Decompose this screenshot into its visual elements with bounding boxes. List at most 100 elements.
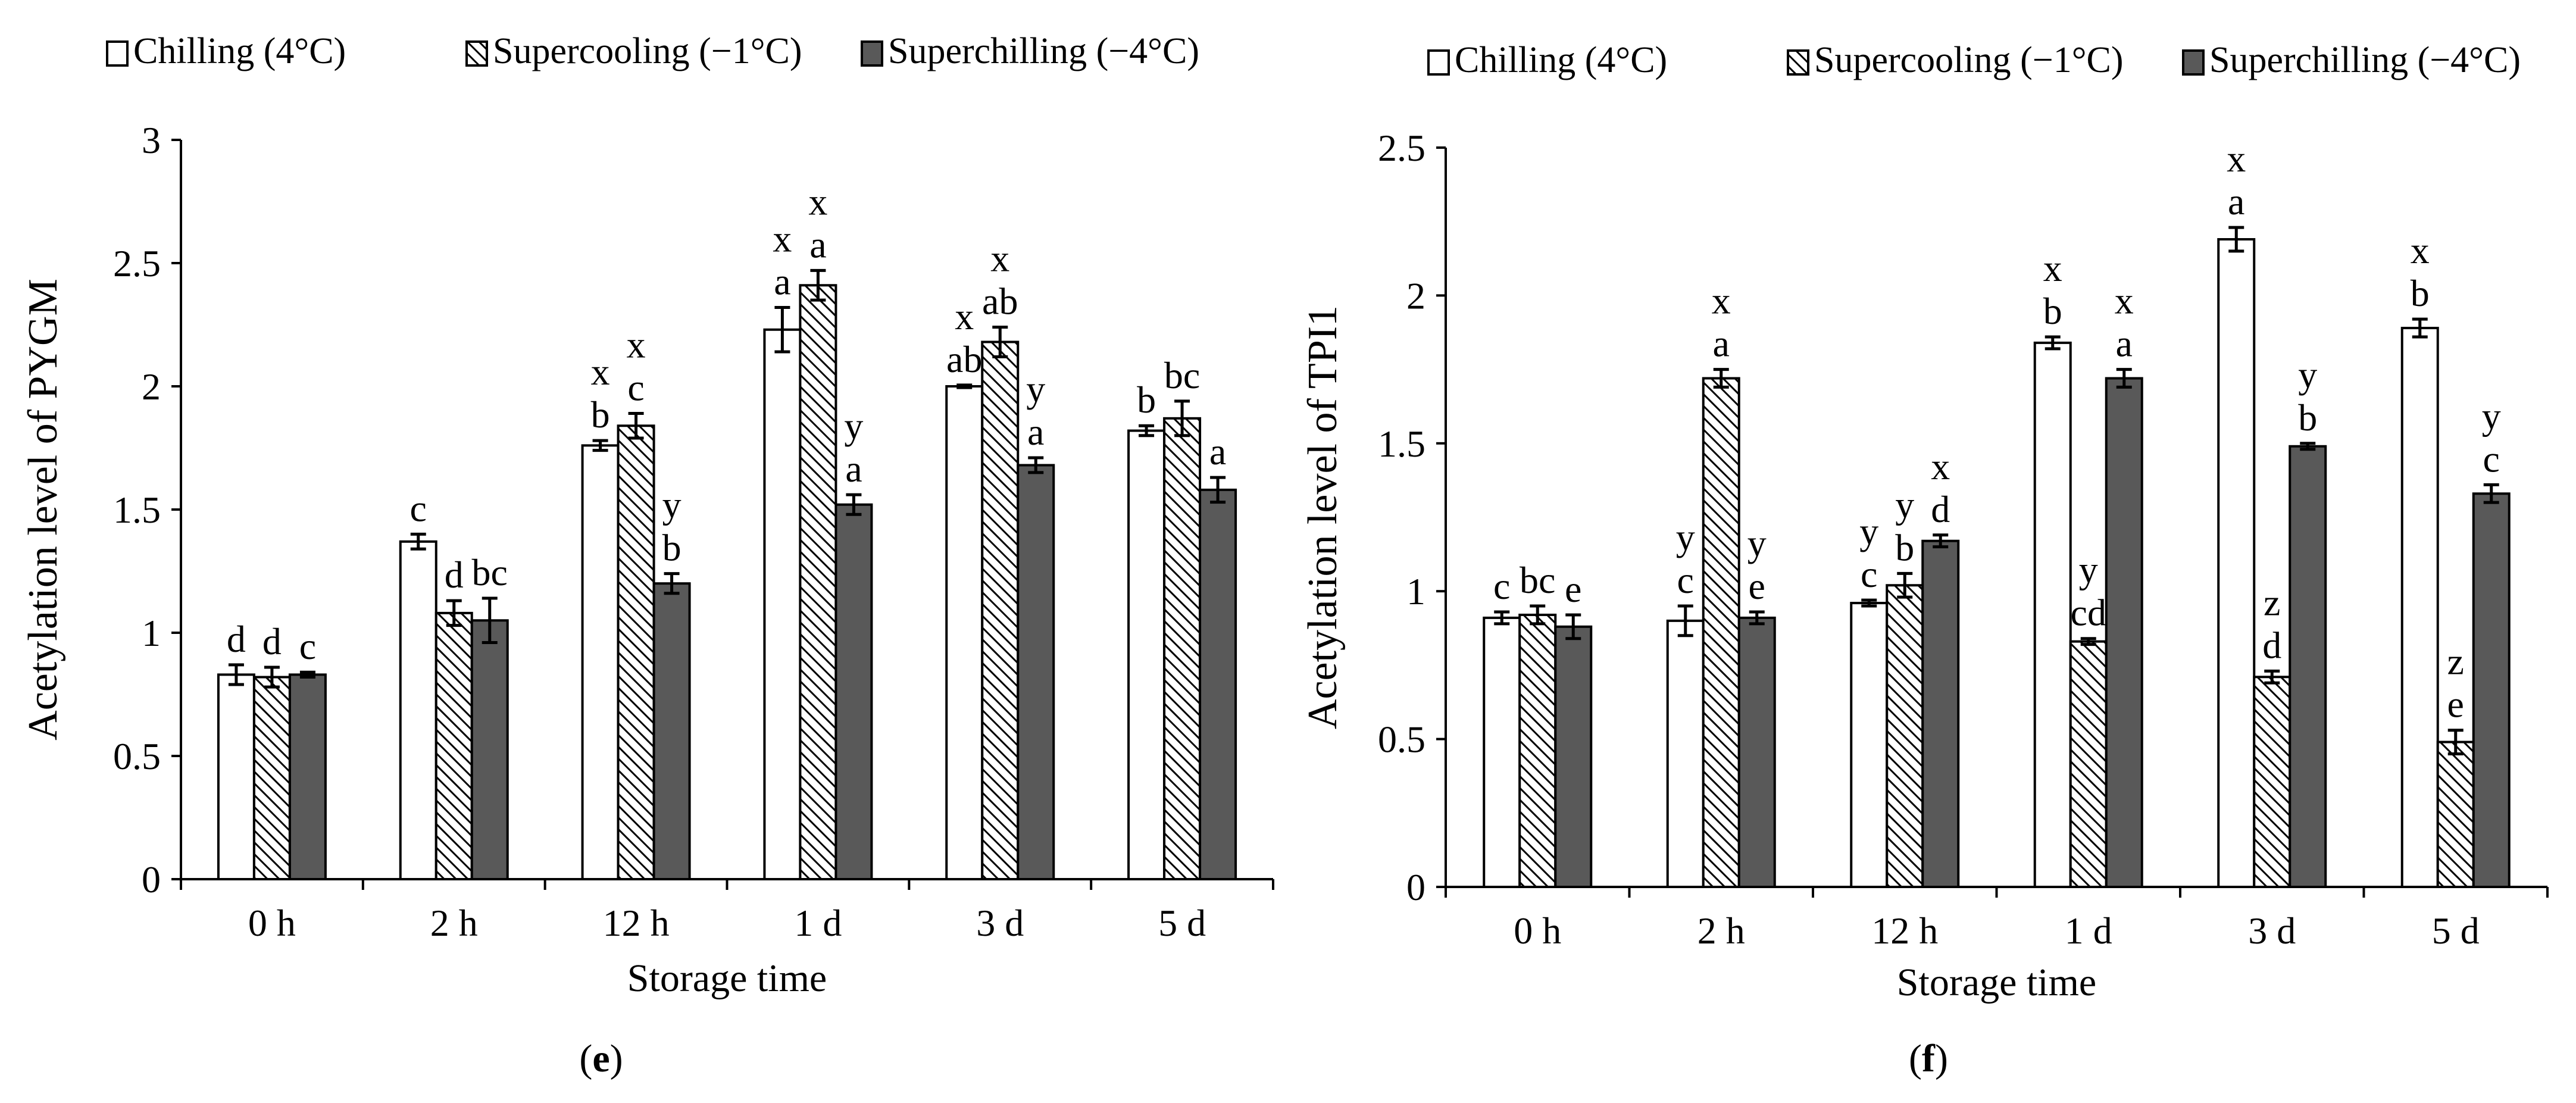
chart-panel-f: Chilling (4°C) Supercooling (−1°C) Superch… (1300, 40, 2549, 1080)
bar (1850, 602, 1889, 889)
bar (1127, 429, 1166, 880)
significance-label: bc (1520, 559, 1555, 601)
legend-swatch (2182, 49, 2205, 76)
y-tick-label: 1 (1406, 570, 1425, 613)
bar (2436, 740, 2475, 888)
significance-label: z (2264, 581, 2280, 623)
bar (945, 385, 984, 880)
legend-swatch (106, 40, 129, 67)
significance-label: c (2483, 438, 2500, 480)
bar (1737, 616, 1776, 888)
significance-label: b (1895, 526, 1914, 568)
significance-label: x (773, 218, 792, 260)
x-tick-label: 1 d (794, 902, 842, 944)
x-axis-title: Storage time (1897, 961, 2096, 1004)
significance-label: a (2228, 180, 2244, 223)
y-tick-label: 2.5 (113, 242, 161, 285)
bar (1666, 619, 1705, 888)
bar (217, 673, 255, 880)
x-tick-label: 12 h (1871, 910, 1938, 952)
significance-label: e (2447, 683, 2464, 726)
y-tick-label: 1 (142, 612, 161, 654)
bar (399, 540, 437, 880)
significance-label: a (1209, 430, 1226, 473)
y-tick-label: 2.5 (1378, 127, 1425, 169)
significance-label: ab (982, 280, 1018, 323)
significance-label: x (2043, 247, 2062, 289)
significance-label: x (627, 324, 646, 366)
panel-label: (e) (579, 1037, 623, 1080)
x-tick-label: 0 h (1514, 910, 1561, 952)
bar (1017, 464, 1055, 880)
significance-label: c (1861, 553, 1877, 595)
y-tick-label: 2 (142, 365, 161, 408)
significance-label: x (591, 351, 610, 393)
significance-label: d (262, 620, 282, 663)
legend-swatch (1787, 49, 1809, 76)
bar (981, 340, 1020, 880)
significance-label: y (1747, 522, 1767, 564)
legend-label: Chilling (4°C) (133, 31, 346, 71)
significance-label: b (662, 527, 681, 569)
bar (581, 444, 620, 880)
significance-label: bc (472, 551, 508, 593)
x-tick-label: 0 h (248, 902, 296, 944)
bar (252, 676, 291, 881)
x-tick-label: 5 d (2432, 910, 2480, 952)
bar (834, 503, 873, 880)
significance-label: c (1677, 559, 1694, 601)
bar (470, 619, 509, 881)
significance-label: a (1713, 323, 1730, 365)
bar (1483, 616, 1521, 888)
bar (288, 673, 327, 880)
significance-label: y (2298, 354, 2317, 396)
significance-label: a (1027, 411, 1044, 453)
significance-label: b (591, 393, 610, 436)
bar (799, 284, 837, 880)
bar (434, 611, 473, 880)
significance-label: z (2447, 640, 2464, 683)
significance-label: a (809, 223, 826, 265)
significance-label: x (2411, 229, 2430, 271)
y-tick-label: 1.5 (113, 489, 161, 531)
legend-label: Supercooling (−1°C) (493, 31, 802, 71)
x-tick-label: 12 h (603, 902, 670, 944)
y-tick-label: 0 (1406, 866, 1425, 908)
bar (2472, 492, 2511, 888)
bar (2069, 640, 2108, 888)
significance-label: x (2227, 138, 2246, 180)
y-tick-label: 0.5 (113, 735, 161, 777)
legend-swatch (465, 40, 488, 67)
chart-panel-e: Chilling (4°C) Supercooling (−1°C) Superch… (20, 31, 1274, 1080)
significance-label: ab (946, 338, 982, 380)
bar (1199, 488, 1237, 880)
significance-label: x (955, 295, 974, 338)
y-tick-label: 2 (1406, 274, 1425, 317)
significance-label: y (1026, 368, 1045, 410)
significance-label: x (2115, 280, 2134, 322)
significance-label: c (1493, 565, 1510, 607)
significance-label: y (2079, 549, 2098, 591)
bar (2105, 377, 2143, 888)
bar (1163, 417, 1202, 880)
significance-label: c (410, 487, 427, 529)
significance-label: b (2298, 396, 2317, 439)
significance-label: x (1712, 280, 1731, 322)
significance-label: c (299, 625, 316, 667)
legend-label: Superchilling (−4°C) (2209, 40, 2521, 80)
significance-label: y (662, 484, 681, 526)
significance-label: y (1676, 516, 1695, 558)
significance-label: b (2411, 272, 2430, 314)
significance-label: d (445, 554, 464, 596)
y-tick-label: 3 (142, 119, 161, 161)
significance-label: y (1895, 483, 1914, 526)
significance-label: y (844, 405, 863, 447)
y-tick-label: 0 (142, 858, 161, 901)
legend-swatch (861, 40, 883, 67)
legend-label: Supercooling (−1°C) (1814, 40, 2124, 80)
significance-label: d (227, 618, 246, 660)
x-axis-title: Storage time (627, 957, 827, 1000)
x-tick-label: 5 d (1158, 902, 1206, 944)
significance-label: a (845, 448, 862, 490)
